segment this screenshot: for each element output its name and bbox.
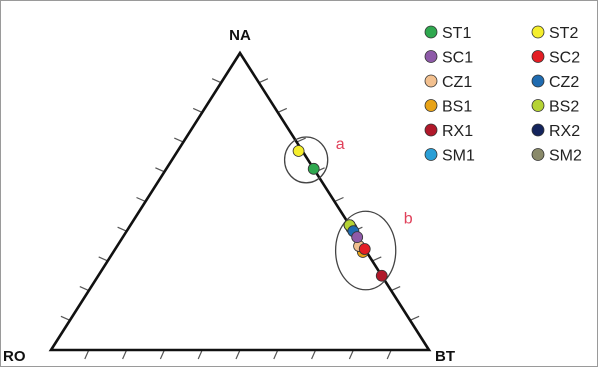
tick-right-5 bbox=[334, 196, 344, 203]
legend-label-sm1: SM1 bbox=[442, 148, 475, 165]
tick-right-1 bbox=[258, 78, 269, 84]
legend-label-st2: ST2 bbox=[549, 25, 578, 42]
group-ellipse-a bbox=[283, 136, 329, 184]
legend-label-bs2: BS2 bbox=[549, 99, 579, 116]
legend-label-bs1: BS1 bbox=[442, 99, 472, 116]
legend-marker-st1 bbox=[424, 25, 438, 39]
tick-left-2 bbox=[79, 286, 90, 292]
group-label-a: a bbox=[336, 136, 345, 153]
group-ellipses: ab bbox=[283, 136, 413, 291]
point-sc1 bbox=[351, 231, 364, 244]
legend-label-cz1: CZ1 bbox=[442, 74, 472, 91]
tick-left-3 bbox=[98, 256, 108, 262]
tick-right-7 bbox=[372, 256, 382, 262]
triangle-outline bbox=[48, 50, 432, 352]
tick-bottom-9 bbox=[386, 349, 392, 360]
legend-label-st1: ST1 bbox=[442, 25, 471, 42]
legend-label-sc1: SC1 bbox=[442, 50, 473, 67]
tick-bottom-7 bbox=[311, 349, 317, 360]
legend-marker-cz2 bbox=[531, 74, 545, 88]
tick-left-7 bbox=[174, 137, 184, 143]
legend-marker-rx1 bbox=[424, 123, 438, 137]
legend-label-rx1: RX1 bbox=[442, 123, 473, 140]
legend-label-sc2: SC2 bbox=[549, 50, 580, 67]
point-sc2 bbox=[358, 243, 371, 255]
tick-right-2 bbox=[277, 107, 288, 113]
tick-right-8 bbox=[390, 286, 401, 292]
group-ellipse-b bbox=[334, 210, 397, 291]
vertex-label-ro: RO bbox=[3, 348, 26, 365]
tick-right-3 bbox=[296, 137, 306, 143]
legend-marker-rx2 bbox=[531, 123, 545, 137]
legend-marker-bs2 bbox=[531, 99, 545, 112]
tick-left-5 bbox=[136, 196, 146, 203]
vertex-labels: NA RO BT bbox=[3, 27, 455, 365]
tick-left-4 bbox=[117, 226, 127, 232]
legend: ST1 ST2 SC1 SC2 CZ1 CZ2 BS1 BS2 RX1 RX2 SM1 SM2 bbox=[424, 25, 582, 165]
tick-bottom-2 bbox=[122, 349, 128, 360]
data-points bbox=[292, 145, 388, 282]
legend-marker-sm1 bbox=[424, 148, 438, 161]
point-rx1 bbox=[375, 269, 388, 282]
tick-right-9 bbox=[409, 315, 420, 321]
tick-marks bbox=[60, 78, 420, 360]
legend-label-sm2: SM2 bbox=[549, 148, 582, 165]
tick-bottom-3 bbox=[159, 349, 165, 360]
legend-marker-st2 bbox=[531, 25, 545, 39]
legend-label-cz2: CZ2 bbox=[549, 74, 579, 91]
legend-marker-sm2 bbox=[531, 148, 545, 161]
ternary-triangle bbox=[48, 50, 432, 352]
tick-bottom-8 bbox=[348, 349, 354, 360]
tick-left-9 bbox=[211, 78, 222, 84]
legend-marker-sc1 bbox=[424, 50, 438, 63]
point-st1 bbox=[307, 162, 320, 175]
vertex-label-na: NA bbox=[229, 27, 251, 44]
tick-left-6 bbox=[155, 167, 165, 173]
tick-left-1 bbox=[60, 315, 71, 321]
tick-bottom-1 bbox=[84, 349, 90, 360]
tick-bottom-6 bbox=[273, 349, 279, 360]
vertex-label-bt: BT bbox=[435, 348, 455, 365]
tick-bottom-5 bbox=[235, 349, 241, 360]
tick-left-8 bbox=[192, 107, 203, 113]
legend-marker-sc2 bbox=[531, 50, 545, 63]
point-st2 bbox=[292, 145, 305, 157]
legend-marker-cz1 bbox=[424, 74, 438, 88]
group-label-b: b bbox=[404, 210, 413, 227]
legend-label-rx2: RX2 bbox=[549, 123, 580, 140]
legend-marker-bs1 bbox=[424, 99, 438, 112]
tick-bottom-4 bbox=[197, 349, 203, 360]
